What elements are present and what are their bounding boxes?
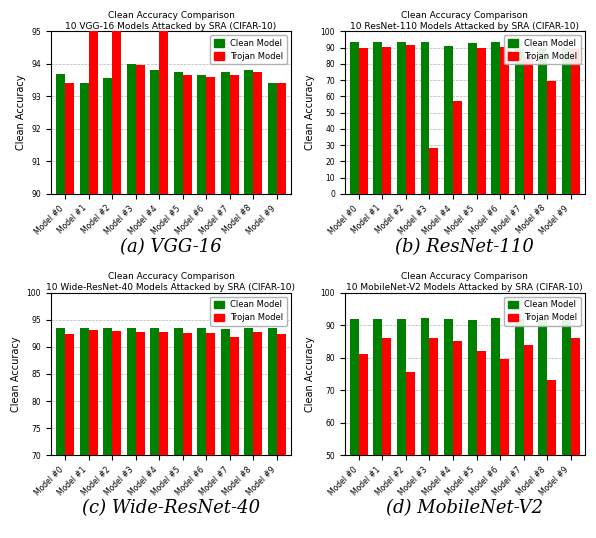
- Bar: [80, 83, 89, 538]
- Bar: [268, 83, 277, 538]
- Text: (c) Wide-ResNet-40: (c) Wide-ResNet-40: [82, 499, 260, 517]
- Bar: [453, 342, 462, 538]
- Legend: Clean Model, Trojan Model: Clean Model, Trojan Model: [504, 36, 581, 64]
- Bar: [491, 42, 500, 194]
- Bar: [277, 83, 286, 538]
- Bar: [244, 328, 253, 538]
- Legend: Clean Model, Trojan Model: Clean Model, Trojan Model: [210, 36, 287, 64]
- Bar: [150, 70, 159, 538]
- Bar: [221, 329, 230, 538]
- Bar: [547, 81, 556, 194]
- Bar: [268, 328, 277, 538]
- Y-axis label: Clean Accuracy: Clean Accuracy: [11, 336, 21, 412]
- Title: Clean Accuracy Comparison
10 MobileNet-V2 Models Attacked by SRA (CIFAR-10): Clean Accuracy Comparison 10 MobileNet-V…: [346, 272, 583, 292]
- Bar: [112, 331, 121, 538]
- Bar: [127, 64, 136, 538]
- Bar: [221, 72, 230, 538]
- Bar: [515, 49, 524, 194]
- Bar: [103, 328, 112, 538]
- Bar: [562, 48, 571, 194]
- Bar: [136, 332, 145, 538]
- Bar: [159, 26, 168, 538]
- Bar: [253, 72, 262, 538]
- Bar: [477, 351, 486, 538]
- Title: Clean Accuracy Comparison
10 VGG-16 Models Attacked by SRA (CIFAR-10): Clean Accuracy Comparison 10 VGG-16 Mode…: [66, 11, 277, 31]
- Legend: Clean Model, Trojan Model: Clean Model, Trojan Model: [210, 297, 287, 325]
- Bar: [500, 47, 509, 194]
- Bar: [374, 42, 383, 194]
- Bar: [444, 319, 453, 538]
- Bar: [430, 148, 439, 194]
- Bar: [421, 42, 430, 194]
- Bar: [562, 319, 571, 538]
- Bar: [206, 77, 215, 538]
- Bar: [468, 320, 477, 538]
- Title: Clean Accuracy Comparison
10 Wide-ResNet-40 Models Attacked by SRA (CIFAR-10): Clean Accuracy Comparison 10 Wide-ResNet…: [46, 272, 296, 292]
- Bar: [253, 332, 262, 538]
- Bar: [397, 318, 406, 538]
- Bar: [65, 83, 74, 538]
- Bar: [174, 72, 183, 538]
- Bar: [80, 328, 89, 538]
- Bar: [547, 380, 556, 538]
- Bar: [103, 79, 112, 538]
- Bar: [350, 42, 359, 194]
- Bar: [524, 345, 533, 538]
- Bar: [197, 75, 206, 538]
- Bar: [159, 332, 168, 538]
- Y-axis label: Clean Accuracy: Clean Accuracy: [16, 75, 26, 151]
- Bar: [477, 48, 486, 194]
- Bar: [183, 75, 192, 538]
- Bar: [65, 334, 74, 538]
- Bar: [206, 334, 215, 538]
- Text: (d) MobileNet-V2: (d) MobileNet-V2: [386, 499, 544, 517]
- Bar: [174, 328, 183, 538]
- Bar: [383, 338, 392, 538]
- Bar: [350, 318, 359, 538]
- Bar: [230, 337, 239, 538]
- Bar: [359, 48, 368, 194]
- Y-axis label: Clean Accuracy: Clean Accuracy: [305, 336, 315, 412]
- Bar: [56, 328, 65, 538]
- Bar: [244, 70, 253, 538]
- Bar: [515, 319, 524, 538]
- Bar: [197, 328, 206, 538]
- Legend: Clean Model, Trojan Model: Clean Model, Trojan Model: [504, 297, 581, 325]
- Bar: [89, 28, 98, 538]
- Bar: [56, 74, 65, 538]
- Bar: [538, 318, 547, 538]
- Bar: [374, 320, 383, 538]
- Bar: [500, 359, 509, 538]
- Bar: [571, 49, 580, 194]
- Bar: [277, 334, 286, 538]
- Bar: [127, 328, 136, 538]
- Bar: [89, 330, 98, 538]
- Bar: [430, 338, 439, 538]
- Bar: [183, 333, 192, 538]
- Y-axis label: Clean Accuracy: Clean Accuracy: [305, 75, 315, 151]
- Bar: [230, 75, 239, 538]
- Bar: [406, 372, 415, 538]
- Bar: [491, 318, 500, 538]
- Text: (a) VGG-16: (a) VGG-16: [120, 238, 222, 256]
- Bar: [421, 318, 430, 538]
- Bar: [524, 58, 533, 194]
- Title: Clean Accuracy Comparison
10 ResNet-110 Models Attacked by SRA (CIFAR-10): Clean Accuracy Comparison 10 ResNet-110 …: [350, 11, 579, 31]
- Bar: [538, 48, 547, 194]
- Bar: [468, 44, 477, 194]
- Bar: [112, 26, 121, 538]
- Bar: [359, 355, 368, 538]
- Text: (b) ResNet-110: (b) ResNet-110: [395, 238, 534, 256]
- Bar: [136, 66, 145, 538]
- Bar: [406, 45, 415, 194]
- Bar: [453, 101, 462, 194]
- Bar: [383, 47, 392, 194]
- Bar: [397, 42, 406, 194]
- Bar: [150, 328, 159, 538]
- Bar: [444, 46, 453, 194]
- Bar: [571, 338, 580, 538]
